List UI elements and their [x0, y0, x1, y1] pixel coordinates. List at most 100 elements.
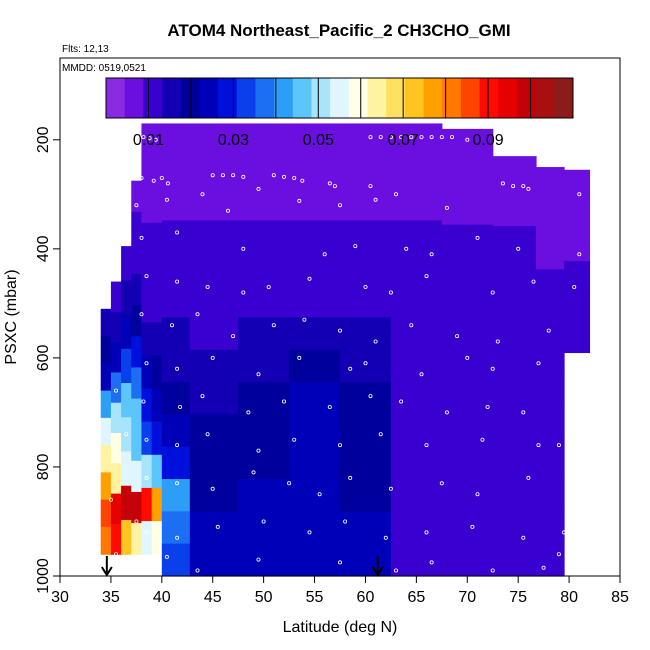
observation-marker	[439, 135, 444, 140]
observation-marker	[210, 486, 215, 491]
heatmap-cell	[289, 123, 341, 157]
observation-marker	[147, 136, 152, 141]
heatmap-cell	[110, 311, 122, 343]
observation-marker	[368, 135, 373, 140]
observation-marker	[220, 173, 225, 178]
x-axis: 30 35 40 45 50 55 60 65 70 75 80 85	[51, 576, 629, 606]
heatmap-cell	[390, 479, 443, 512]
heatmap-cell	[289, 543, 341, 577]
heatmap-cell	[441, 480, 494, 513]
observation-marker	[144, 475, 149, 480]
observation-marker	[337, 328, 342, 333]
y-axis: 200 400 600 800 1000	[35, 126, 60, 594]
colorbar-swatch	[330, 78, 350, 118]
heatmap-cell	[492, 471, 537, 507]
heatmap-cell	[189, 252, 239, 286]
colorbar-swatch	[479, 78, 499, 118]
heatmap-cell	[441, 384, 494, 417]
observation-marker	[175, 481, 180, 486]
observation-marker	[139, 312, 144, 317]
heatmap-cell	[289, 155, 341, 189]
colorbar-swatch	[124, 78, 144, 118]
observation-marker	[141, 399, 146, 404]
heatmap-cell	[536, 473, 565, 509]
observation-marker	[241, 174, 246, 179]
heatmap-cell	[289, 446, 341, 480]
x-tick-label: 55	[306, 589, 324, 606]
heatmap-cells	[100, 123, 591, 577]
colorbar-swatch	[199, 78, 219, 118]
observation-marker	[556, 443, 561, 448]
observation-marker	[353, 244, 358, 249]
observation-marker	[175, 230, 180, 235]
heatmap-cell	[289, 188, 341, 222]
flights-annotation: Flts: 12,13	[62, 44, 109, 55]
heatmap-cell	[189, 220, 239, 254]
observation-marker	[210, 355, 215, 360]
heatmap-cell	[492, 541, 537, 577]
heatmap-cell	[141, 255, 153, 290]
observation-marker	[562, 530, 567, 535]
x-tick-label: 40	[153, 589, 171, 606]
heatmap-cell	[492, 506, 537, 542]
heatmap-cell	[289, 317, 341, 351]
heatmap-cell	[536, 269, 565, 304]
heatmap-cell	[141, 322, 153, 356]
heatmap-cell	[189, 414, 239, 448]
heatmap-cell	[100, 445, 112, 473]
heatmap-cell	[340, 155, 392, 189]
x-axis-label: Latitude (deg N)	[283, 619, 398, 636]
x-tick-label: 85	[611, 589, 629, 606]
observation-marker	[151, 178, 156, 183]
observation-marker	[210, 173, 215, 178]
observation-marker	[363, 361, 368, 366]
observation-marker	[465, 355, 470, 360]
heatmap-cell	[121, 417, 132, 453]
plot-frame	[59, 57, 621, 577]
heatmap-cell	[238, 155, 290, 189]
observation-marker	[444, 410, 449, 415]
arrow-markers	[100, 556, 384, 577]
y-axis-label: PSXC (mbar)	[3, 269, 20, 364]
observation-marker	[516, 246, 521, 251]
observation-marker	[399, 135, 404, 140]
observation-marker	[200, 192, 205, 197]
heatmap-cell	[441, 288, 494, 322]
heatmap-cell	[100, 363, 112, 392]
colorbar-swatch	[218, 78, 238, 118]
heatmap-cell	[131, 305, 143, 337]
heatmap-cell	[161, 188, 191, 222]
heatmap-cell	[110, 372, 122, 404]
observation-marker	[175, 443, 180, 448]
colorbar-swatch	[367, 78, 387, 118]
heatmap-cell	[492, 261, 537, 297]
y-tick-label: 200	[35, 126, 52, 153]
heatmap-cell	[441, 192, 494, 226]
observation-marker	[409, 323, 414, 328]
observation-marker	[256, 557, 261, 562]
observation-marker	[521, 410, 526, 415]
heatmap-cell	[189, 155, 239, 189]
colorbar-swatch	[162, 78, 182, 118]
heatmap-cell	[161, 285, 191, 318]
heatmap-cell	[141, 289, 153, 323]
observation-marker	[241, 290, 246, 295]
heatmap-cell	[151, 521, 163, 555]
observation-marker	[144, 361, 149, 366]
heatmap-cell	[161, 414, 191, 448]
heatmap-cell	[151, 322, 163, 356]
observation-marker	[399, 399, 404, 404]
heatmap-cell	[151, 454, 163, 489]
observation-marker	[373, 197, 378, 202]
observation-marker	[175, 279, 180, 284]
observation-marker	[292, 437, 297, 442]
observation-marker	[205, 284, 210, 289]
observation-marker	[225, 208, 230, 213]
colorbar-swatch	[386, 78, 406, 118]
colorbar-frame	[105, 77, 574, 119]
heatmap-cell	[238, 220, 290, 254]
heatmap-cell	[441, 224, 494, 258]
heatmap-cell	[161, 382, 191, 415]
heatmap-cell	[100, 499, 112, 528]
colorbar-swatch	[460, 78, 481, 118]
